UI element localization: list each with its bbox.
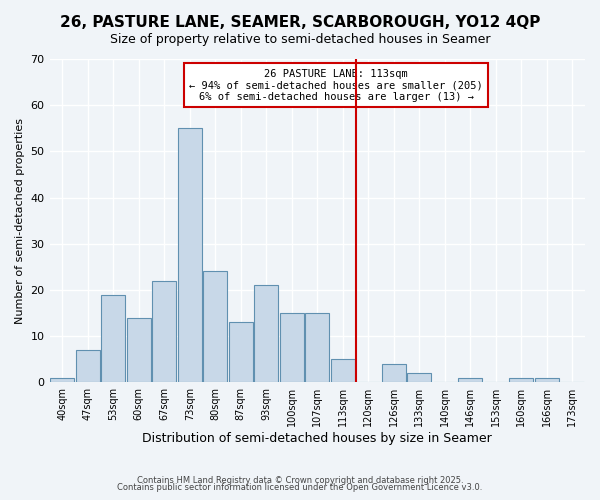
Bar xyxy=(127,318,151,382)
Text: Contains HM Land Registry data © Crown copyright and database right 2025.: Contains HM Land Registry data © Crown c… xyxy=(137,476,463,485)
Text: Size of property relative to semi-detached houses in Seamer: Size of property relative to semi-detach… xyxy=(110,32,490,46)
Bar xyxy=(50,378,74,382)
Y-axis label: Number of semi-detached properties: Number of semi-detached properties xyxy=(15,118,25,324)
Bar xyxy=(101,294,125,382)
Text: 26 PASTURE LANE: 113sqm
← 94% of semi-detached houses are smaller (205)
6% of se: 26 PASTURE LANE: 113sqm ← 94% of semi-de… xyxy=(189,68,483,102)
Bar xyxy=(331,359,355,382)
X-axis label: Distribution of semi-detached houses by size in Seamer: Distribution of semi-detached houses by … xyxy=(142,432,492,445)
Bar xyxy=(178,128,202,382)
Bar xyxy=(280,313,304,382)
Bar xyxy=(382,364,406,382)
Bar xyxy=(509,378,533,382)
Bar xyxy=(229,322,253,382)
Bar xyxy=(305,313,329,382)
Bar xyxy=(152,280,176,382)
Bar xyxy=(535,378,559,382)
Bar xyxy=(458,378,482,382)
Text: Contains public sector information licensed under the Open Government Licence v3: Contains public sector information licen… xyxy=(118,484,482,492)
Bar xyxy=(203,272,227,382)
Text: 26, PASTURE LANE, SEAMER, SCARBOROUGH, YO12 4QP: 26, PASTURE LANE, SEAMER, SCARBOROUGH, Y… xyxy=(60,15,540,30)
Bar xyxy=(254,286,278,382)
Bar xyxy=(407,373,431,382)
Bar xyxy=(76,350,100,382)
